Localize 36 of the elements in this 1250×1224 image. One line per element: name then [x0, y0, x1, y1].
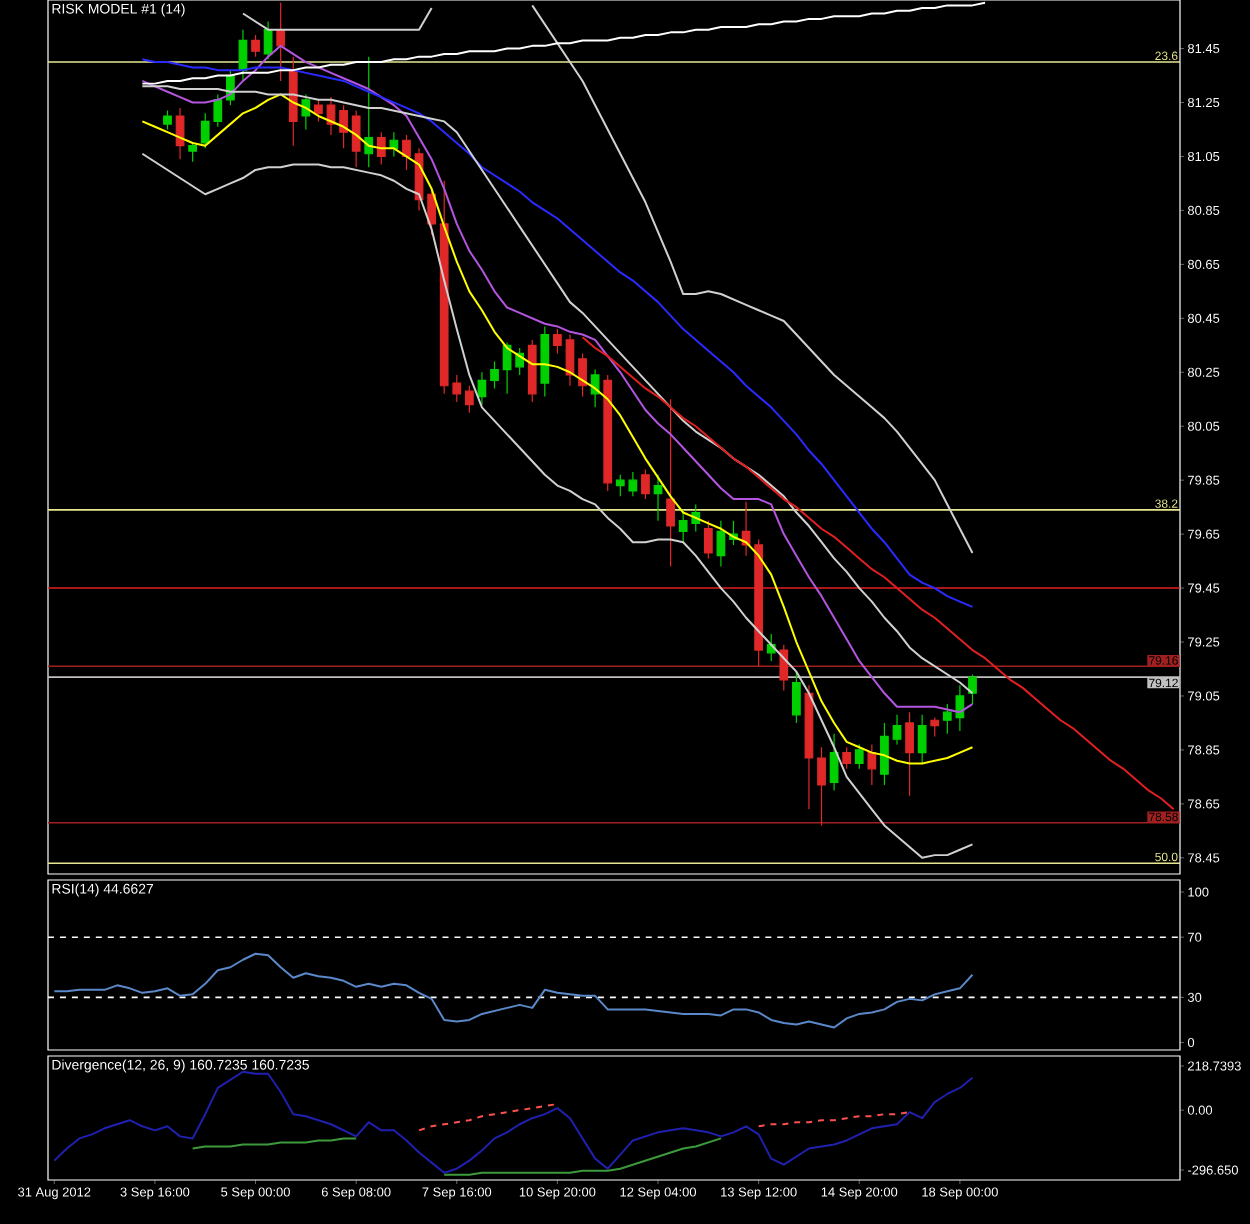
candlestick — [892, 714, 902, 746]
candlestick — [527, 339, 537, 403]
candlestick — [792, 671, 801, 724]
candlestick — [163, 110, 172, 131]
candlestick — [854, 743, 864, 770]
candlestick — [351, 110, 361, 168]
candlestick — [238, 29, 248, 82]
candlestick — [666, 398, 675, 568]
candlestick — [175, 107, 185, 160]
candlestick — [968, 673, 977, 705]
candlestick — [842, 746, 852, 770]
candlestick — [251, 34, 260, 58]
candlestick — [540, 325, 550, 398]
candlestick — [829, 733, 839, 791]
candlestick — [490, 360, 499, 390]
candlestick — [314, 99, 323, 122]
candlestick — [905, 711, 914, 797]
candlestick — [716, 520, 726, 568]
candlestick — [653, 474, 663, 522]
candlestick — [641, 468, 650, 500]
candlestick — [703, 520, 713, 559]
candlestick — [603, 374, 613, 492]
candlestick — [553, 328, 562, 354]
candlestick — [917, 714, 927, 765]
candlestick — [930, 716, 940, 738]
candlestick — [263, 20, 273, 60]
candlestick — [578, 352, 587, 398]
candlestick — [804, 684, 814, 810]
candlestick — [867, 743, 877, 786]
candlestick — [464, 385, 474, 414]
candlestick — [477, 371, 487, 406]
candlestick — [880, 722, 889, 786]
candlestick — [565, 333, 575, 387]
candlestick — [817, 746, 826, 827]
candlestick — [188, 142, 198, 163]
candlestick — [402, 134, 411, 171]
